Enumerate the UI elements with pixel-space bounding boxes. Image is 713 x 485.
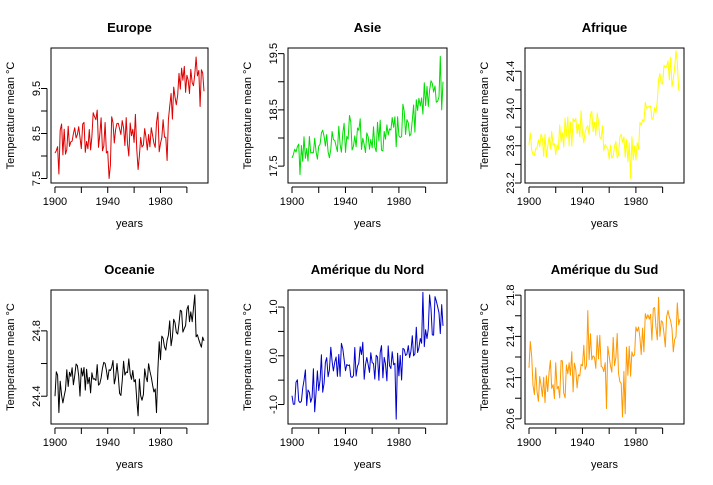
panel-title: Asie [354,20,381,35]
x-tick-label: 1900 [517,437,541,449]
x-tick-label: 1900 [280,196,304,208]
x-axis-label: years [116,459,143,471]
plot-box [524,289,685,425]
y-tick-label: -1.0 [268,395,280,414]
panel-title: Afrique [582,20,628,35]
series-line [54,56,205,179]
series-line [291,55,444,176]
plot-box [524,47,685,184]
x-tick-label: 1980 [387,196,411,208]
x-tick-label: 1940 [333,196,357,208]
plot-box [50,47,209,184]
y-tick-label: 21.8 [505,284,517,305]
y-axis-label: Temperature mean °C [5,303,17,411]
y-tick-label: 19.5 [268,43,280,64]
panel-0: 1900 1940 1980 7.5 8.5 9.5 Europe years Temperat… [5,20,209,230]
y-tick-label: 0.0 [268,348,280,363]
x-axis-label: years [354,459,381,471]
series-line [291,291,444,420]
panel-title: Amérique du Sud [551,262,659,277]
panel-1: 1900 1940 1980 17.5 18.5 19.5 Asie years Tempera… [242,20,448,230]
y-tick-label: 24.4 [505,61,517,82]
y-tick-label: 17.5 [268,155,280,176]
y-tick-label: 18.5 [268,99,280,120]
x-tick-label: 1900 [517,196,541,208]
panel-title: Amérique du Nord [311,262,424,277]
y-axis-label: Temperature mean °C [5,62,17,170]
x-tick-label: 1940 [95,437,119,449]
y-tick-label: 20.6 [505,408,517,429]
plot-box [50,289,209,425]
x-axis-label: years [116,218,143,230]
y-axis-label: Temperature mean °C [242,303,254,411]
series-line [528,50,681,179]
x-axis-label: years [354,218,381,230]
panel-2: 1900 1940 1980 23.2 23.6 24.0 24.4 Afrique years… [479,20,685,230]
panel-3: 1900 1940 1980 24.4 24.8 Oceanie years Temperat… [5,262,209,471]
y-axis-label: Temperature mean °C [242,62,254,170]
panel-5: 1900 1940 1980 20.6 21.0 21.4 21.8 Amérique du … [479,262,685,471]
x-tick-label: 1980 [624,196,648,208]
panel-4: 1900 1940 1980 -1.0 0.0 1.0 Amérique du Nord ye… [242,262,448,471]
y-tick-label: 21.0 [505,367,517,388]
x-tick-label: 1900 [43,437,67,449]
y-tick-label: 23.6 [505,135,517,156]
y-tick-label: 24.8 [31,320,43,341]
y-tick-label: 21.4 [505,326,517,347]
y-tick-label: 8.5 [31,126,43,141]
x-tick-label: 1940 [333,437,357,449]
y-axis-label: Temperature mean °C [479,62,491,170]
x-tick-label: 1980 [148,196,172,208]
x-axis-label: years [591,459,618,471]
y-tick-label: 9.5 [31,81,43,96]
panel-title: Oceanie [104,262,155,277]
x-tick-label: 1980 [624,437,648,449]
x-tick-label: 1980 [148,437,172,449]
x-tick-label: 1940 [570,437,594,449]
x-tick-label: 1900 [43,196,67,208]
y-axis-label: Temperature mean °C [479,303,491,411]
plot-box [287,47,448,184]
panel-title: Europe [107,20,152,35]
x-axis-label: years [591,218,618,230]
y-tick-label: 7.5 [31,171,43,186]
x-tick-label: 1900 [280,437,304,449]
x-tick-label: 1980 [387,437,411,449]
plot-box [287,289,448,425]
y-tick-label: 24.4 [31,386,43,407]
y-tick-label: 1.0 [268,299,280,314]
series-line [528,296,681,418]
x-tick-label: 1940 [570,196,594,208]
y-tick-label: 23.2 [505,172,517,193]
x-tick-label: 1940 [95,196,119,208]
series-line [54,294,205,417]
y-tick-label: 24.0 [505,98,517,119]
